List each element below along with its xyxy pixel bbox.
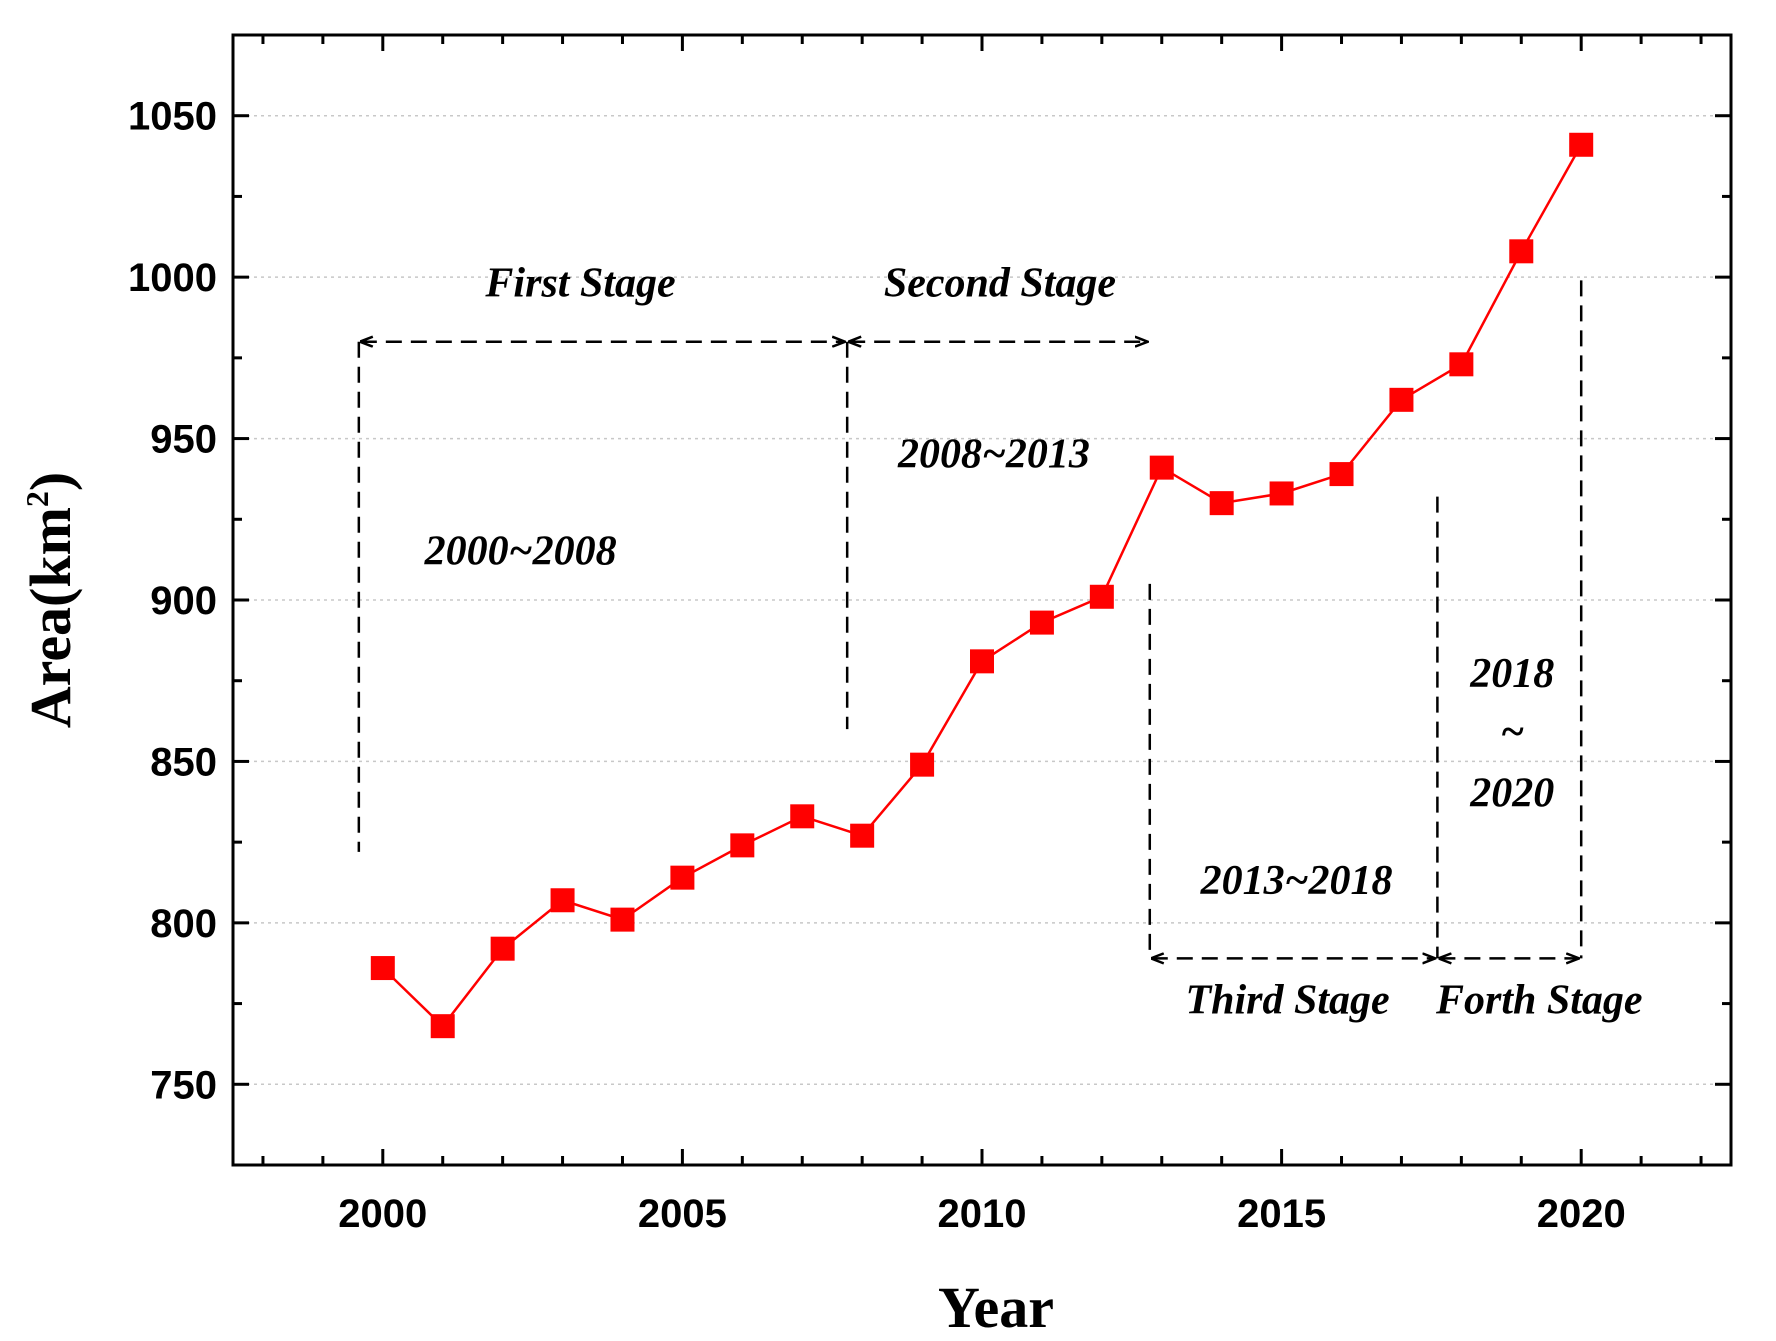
data-point-2003 bbox=[550, 888, 575, 913]
data-point-2014 bbox=[1209, 491, 1234, 516]
stage-dividers bbox=[357, 280, 1583, 958]
stage-1-range: 2000~2008 bbox=[424, 528, 617, 574]
stage-2-range: 2008~2013 bbox=[897, 432, 1090, 478]
tick-labels: 750 800 850 900 950 1000 1050 2000 2005 2010 2015 2… bbox=[128, 95, 1626, 1236]
stage-4-range-tilde: ~ bbox=[1500, 709, 1524, 755]
stage-4-name: Forth Stage bbox=[1435, 977, 1643, 1023]
stage-3-name: Third Stage bbox=[1185, 977, 1389, 1023]
data-point-2008 bbox=[850, 823, 875, 848]
data-point-2005 bbox=[670, 865, 695, 890]
stage-3-range: 2013~2018 bbox=[1200, 858, 1393, 904]
y-axis-title: Area(km2) bbox=[18, 472, 83, 729]
data-point-2019 bbox=[1509, 239, 1534, 264]
data-point-2000 bbox=[370, 956, 395, 981]
data-point-2011 bbox=[1029, 610, 1054, 635]
data-point-2018 bbox=[1449, 352, 1474, 377]
y-tick-label-950: 950 bbox=[150, 418, 217, 462]
y-tick-label-1050: 1050 bbox=[128, 95, 217, 139]
y-tick-label-1000: 1000 bbox=[128, 256, 217, 300]
stage-4-range-start: 2018 bbox=[1469, 651, 1554, 697]
x-tick-label-2000: 2000 bbox=[338, 1192, 427, 1236]
data-point-2009 bbox=[910, 752, 935, 777]
series bbox=[370, 132, 1594, 1039]
y-axis-title-superscript: 2 bbox=[19, 491, 55, 507]
stage-2-name: Second Stage bbox=[884, 261, 1116, 307]
data-point-2001 bbox=[430, 1014, 455, 1039]
data-point-2015 bbox=[1269, 481, 1294, 506]
data-point-2012 bbox=[1089, 584, 1114, 609]
y-tick-label-800: 800 bbox=[150, 902, 217, 946]
axis-ticks bbox=[233, 33, 1731, 1167]
data-point-2007 bbox=[790, 804, 815, 829]
data-point-2004 bbox=[610, 907, 635, 932]
data-point-2017 bbox=[1389, 387, 1414, 412]
stage-1-name: First Stage bbox=[484, 261, 675, 307]
y-tick-label-850: 850 bbox=[150, 740, 217, 784]
data-point-2002 bbox=[490, 936, 515, 961]
data-point-2006 bbox=[730, 833, 755, 858]
x-tick-label-2020: 2020 bbox=[1537, 1192, 1626, 1236]
data-point-2010 bbox=[970, 649, 994, 674]
y-tick-label-750: 750 bbox=[150, 1063, 217, 1107]
grid-lines bbox=[233, 114, 1731, 1086]
x-tick-label-2015: 2015 bbox=[1237, 1192, 1326, 1236]
x-tick-label-2005: 2005 bbox=[638, 1192, 727, 1236]
x-axis-title: Year bbox=[938, 1275, 1054, 1340]
data-point-2020 bbox=[1569, 132, 1594, 157]
x-tick-label-2010: 2010 bbox=[938, 1192, 1027, 1236]
y-axis-title-close: ) bbox=[18, 472, 83, 491]
y-axis-title-main: Area(km bbox=[18, 507, 83, 728]
data-point-2013 bbox=[1149, 455, 1174, 480]
data-point-2016 bbox=[1329, 462, 1354, 487]
y-tick-label-900: 900 bbox=[150, 579, 217, 623]
stage-4-range-end: 2020 bbox=[1469, 771, 1554, 817]
